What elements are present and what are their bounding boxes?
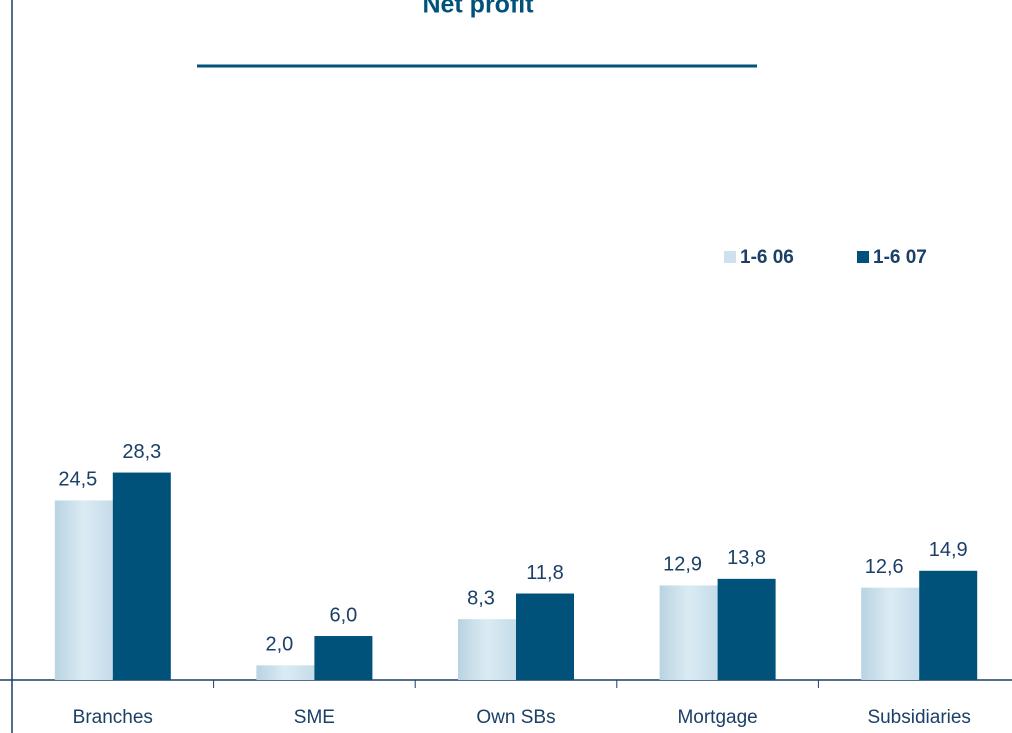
value-label: 6,0 [329,604,357,626]
value-label: 13,8 [727,547,766,569]
bar [54,500,113,680]
value-label: 14,9 [929,539,968,561]
bar [314,636,373,680]
value-label: 11,8 [526,562,563,584]
x-tick-label: Branches [73,707,153,728]
bar [861,587,920,680]
bar [256,665,315,680]
legend-swatch [857,251,869,263]
value-label: 2,0 [265,634,293,656]
chart-title: Net profit [422,0,534,19]
legend-swatch [724,251,736,263]
legend-label: 1-6 06 [740,247,794,268]
bar [112,472,171,680]
x-tick-label: Subsidiaries [867,707,971,728]
value-label: 8,3 [467,587,495,609]
bar [458,619,516,680]
value-label: 28,3 [122,441,161,463]
value-label: 12,6 [865,556,904,578]
bar [919,570,978,680]
value-label: 12,9 [663,554,702,576]
x-tick-label: SME [294,707,335,728]
x-tick-label: Own SBs [476,707,555,728]
bar [516,593,574,680]
x-tick-label: Mortgage [677,707,757,728]
value-label: 24,5 [58,469,97,491]
bar [717,578,776,680]
legend-label: 1-6 07 [873,247,927,268]
bar [659,585,718,680]
